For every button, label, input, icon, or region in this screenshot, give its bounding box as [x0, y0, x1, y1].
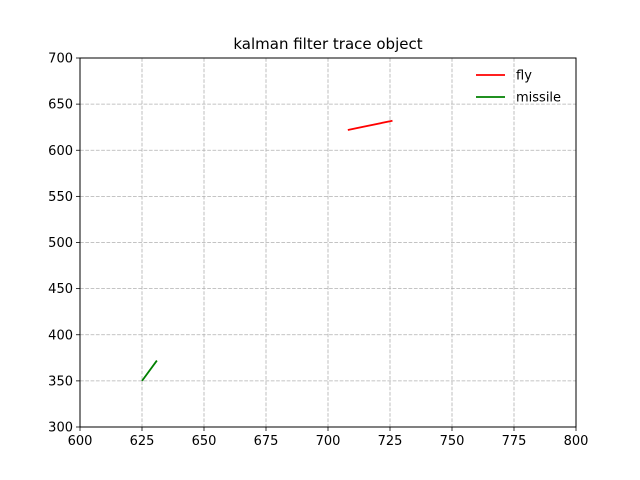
y-tick-label: 650	[48, 98, 73, 113]
grid	[80, 58, 576, 427]
y-tick-label: 300	[48, 421, 73, 436]
x-tick-label: 700	[316, 434, 341, 449]
x-tick-label: 725	[378, 434, 403, 449]
y-tick-label: 400	[48, 328, 73, 343]
x-tick-label: 750	[440, 434, 465, 449]
series-line-fly	[347, 119, 393, 131]
axis-ticks: 600 625 650 675 700 725 750 775 800 300 350 400 450 5…	[48, 52, 588, 450]
x-tick-label: 625	[130, 434, 155, 449]
plot-series	[141, 119, 393, 382]
legend: fly missile	[476, 69, 561, 106]
y-tick-label: 350	[48, 374, 73, 389]
legend-label-missile: missile	[516, 91, 561, 106]
x-tick-label: 800	[564, 434, 589, 449]
x-tick-label: 775	[502, 434, 527, 449]
x-tick-label: 675	[254, 434, 279, 449]
legend-label-fly: fly	[516, 69, 532, 84]
series-line-missile	[141, 360, 158, 382]
y-tick-label: 700	[48, 52, 73, 67]
y-tick-label: 550	[48, 190, 73, 205]
x-tick-label: 650	[192, 434, 217, 449]
y-tick-label: 600	[48, 144, 73, 159]
chart-title: kalman filter trace object	[233, 35, 422, 53]
y-tick-label: 500	[48, 236, 73, 251]
y-tick-label: 450	[48, 282, 73, 297]
x-tick-label: 600	[68, 434, 93, 449]
